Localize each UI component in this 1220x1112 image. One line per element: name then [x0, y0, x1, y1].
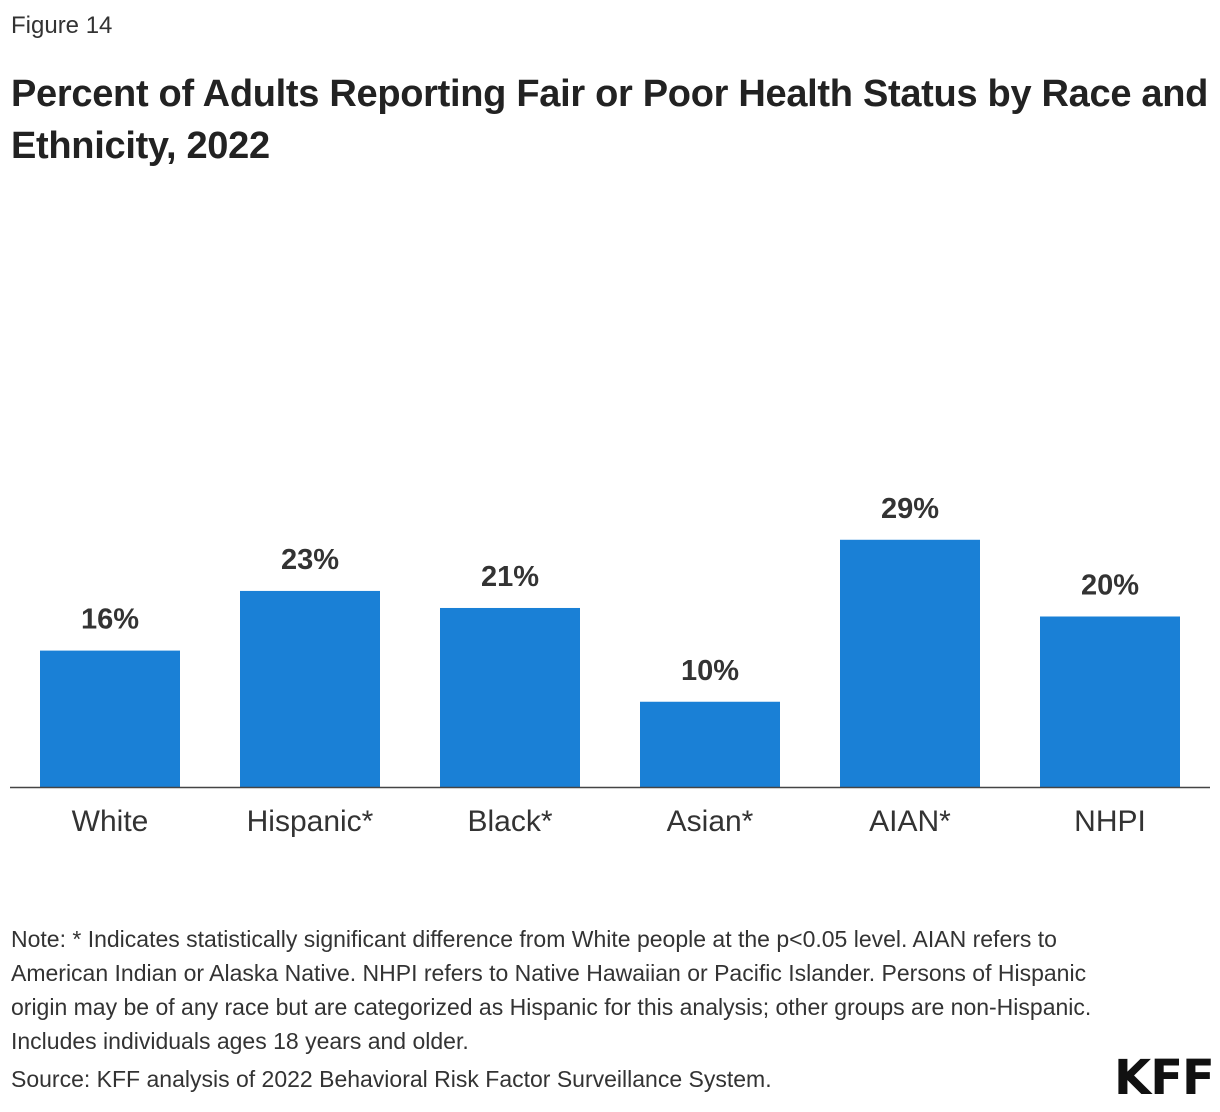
- note: Note: * Indicates statistically signific…: [11, 926, 1092, 1054]
- x-tick-label: Black*: [467, 805, 552, 838]
- data-label: 20%: [1081, 570, 1139, 602]
- source: Source: KFF analysis of 2022 Behavioral …: [11, 1066, 772, 1092]
- chart-title: Percent of Adults Reporting Fair or Poor…: [11, 73, 1209, 167]
- bar-nhpi: [1040, 616, 1180, 787]
- bar-asian: [640, 701, 780, 787]
- bar-black: [440, 607, 580, 787]
- data-label: 23%: [281, 544, 339, 576]
- x-tick-label: Asian*: [667, 805, 754, 838]
- kff-logo: KFF: [1114, 1050, 1215, 1106]
- bar-hispanic: [240, 590, 380, 787]
- data-label: 10%: [681, 655, 739, 687]
- x-tick-label: NHPI: [1074, 805, 1146, 838]
- x-tick-label: Hispanic*: [247, 805, 374, 838]
- bar-aian: [840, 539, 980, 787]
- data-label: 16%: [81, 604, 139, 636]
- data-label: 29%: [881, 493, 939, 525]
- x-tick-label: AIAN*: [869, 805, 951, 838]
- bar-white: [40, 650, 180, 787]
- data-label: 21%: [481, 561, 539, 593]
- x-tick-label: White: [72, 805, 149, 838]
- figure-label: Figure 14: [11, 12, 113, 39]
